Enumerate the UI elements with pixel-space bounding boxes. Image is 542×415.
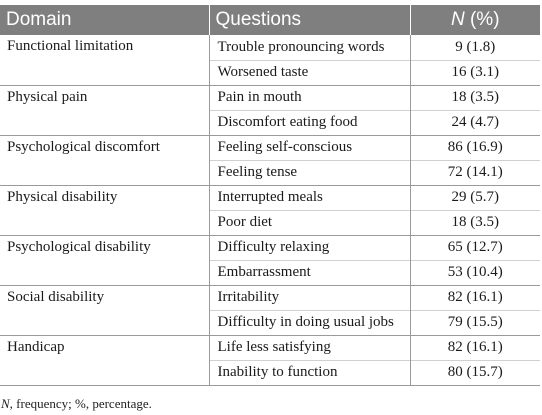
domain-cell: Psychological discomfort (0, 134, 209, 185)
table-row: Poor diet 18 (3.5) (0, 209, 540, 235)
n-percent-suffix: (%) (464, 9, 500, 30)
question-cell: Trouble pronouncing words (208, 35, 410, 60)
table-row: Difficulty in doing usual jobs 79 (15.5) (0, 309, 540, 335)
question-cell: Discomfort eating food (208, 109, 410, 135)
table-body: Functional limitation Trouble pronouncin… (0, 35, 540, 385)
footnote-n-symbol: N (1, 396, 10, 411)
table-row: Handicap Life less satisfying 82 (16.1) (0, 334, 540, 385)
domain-cell: Social disability (0, 284, 209, 335)
n-cell: 80 (15.7) (409, 359, 540, 385)
table-row: Worsened taste 16 (3.1) (0, 59, 540, 85)
n-percent-column-header: N (%) (409, 5, 540, 35)
n-cell: 82 (16.1) (409, 284, 540, 310)
question-cell: Difficulty in doing usual jobs (208, 309, 410, 335)
table-row: Psychological disability Difficulty rela… (0, 234, 540, 285)
questions-column-header: Questions (208, 5, 410, 35)
n-cell: 53 (10.4) (409, 259, 540, 285)
n-cell: 18 (3.5) (409, 84, 540, 110)
question-cell: Life less satisfying (208, 334, 410, 360)
domain-cell: Psychological disability (0, 234, 209, 285)
domain-cell: Functional limitation (7, 38, 134, 54)
table-row: Psychological discomfort Feeling self-co… (0, 134, 540, 185)
question-cell: Embarrassment (208, 259, 410, 285)
header-row: Domain Questions N (%) (0, 5, 540, 35)
table-row: Inability to function 80 (15.7) (0, 359, 540, 385)
n-cell: 86 (16.9) (409, 134, 540, 160)
table-footnote: N, frequency; %, percentage. (1, 396, 152, 412)
table-row: Feeling tense 72 (14.1) (0, 159, 540, 185)
question-cell: Irritability (208, 284, 410, 310)
domain-cell: Physical pain (0, 84, 209, 135)
domain-cell: Physical disability (0, 184, 209, 235)
n-cell: 24 (4.7) (409, 109, 540, 135)
domain-column-header: Domain (6, 9, 72, 30)
n-cell: 65 (12.7) (409, 234, 540, 260)
n-symbol: N (450, 9, 465, 30)
n-cell: 82 (16.1) (409, 334, 540, 360)
domain-cell: Handicap (0, 334, 209, 385)
question-cell: Interrupted meals (208, 184, 410, 210)
n-cell: 29 (5.7) (409, 184, 540, 210)
table-row: Physical disability Interrupted meals 29… (0, 184, 540, 235)
question-cell: Feeling self-conscious (208, 134, 410, 160)
n-cell: 9 (1.8) (409, 35, 540, 60)
table-row: Functional limitation Trouble pronouncin… (0, 35, 540, 60)
table-row: Embarrassment 53 (10.4) (0, 259, 540, 285)
question-cell: Pain in mouth (208, 84, 410, 110)
question-cell: Difficulty relaxing (208, 234, 410, 260)
data-table: Domain Questions N (%) Functional limita… (0, 5, 540, 386)
table-row: Physical pain Pain in mouth 18 (3.5) (0, 84, 540, 135)
question-cell: Worsened taste (208, 59, 410, 85)
table-row: Discomfort eating food 24 (4.7) (0, 109, 540, 135)
n-cell: 16 (3.1) (409, 59, 540, 85)
n-cell: 79 (15.5) (409, 309, 540, 335)
n-cell: 18 (3.5) (409, 209, 540, 235)
question-cell: Poor diet (208, 209, 410, 235)
question-cell: Inability to function (208, 359, 410, 385)
question-cell: Feeling tense (208, 159, 410, 185)
n-cell: 72 (14.1) (409, 159, 540, 185)
table-header: Domain Questions N (%) (0, 5, 540, 35)
footnote-text: , frequency; %, percentage. (9, 396, 152, 411)
table-row: Social disability Irritability 82 (16.1) (0, 284, 540, 335)
